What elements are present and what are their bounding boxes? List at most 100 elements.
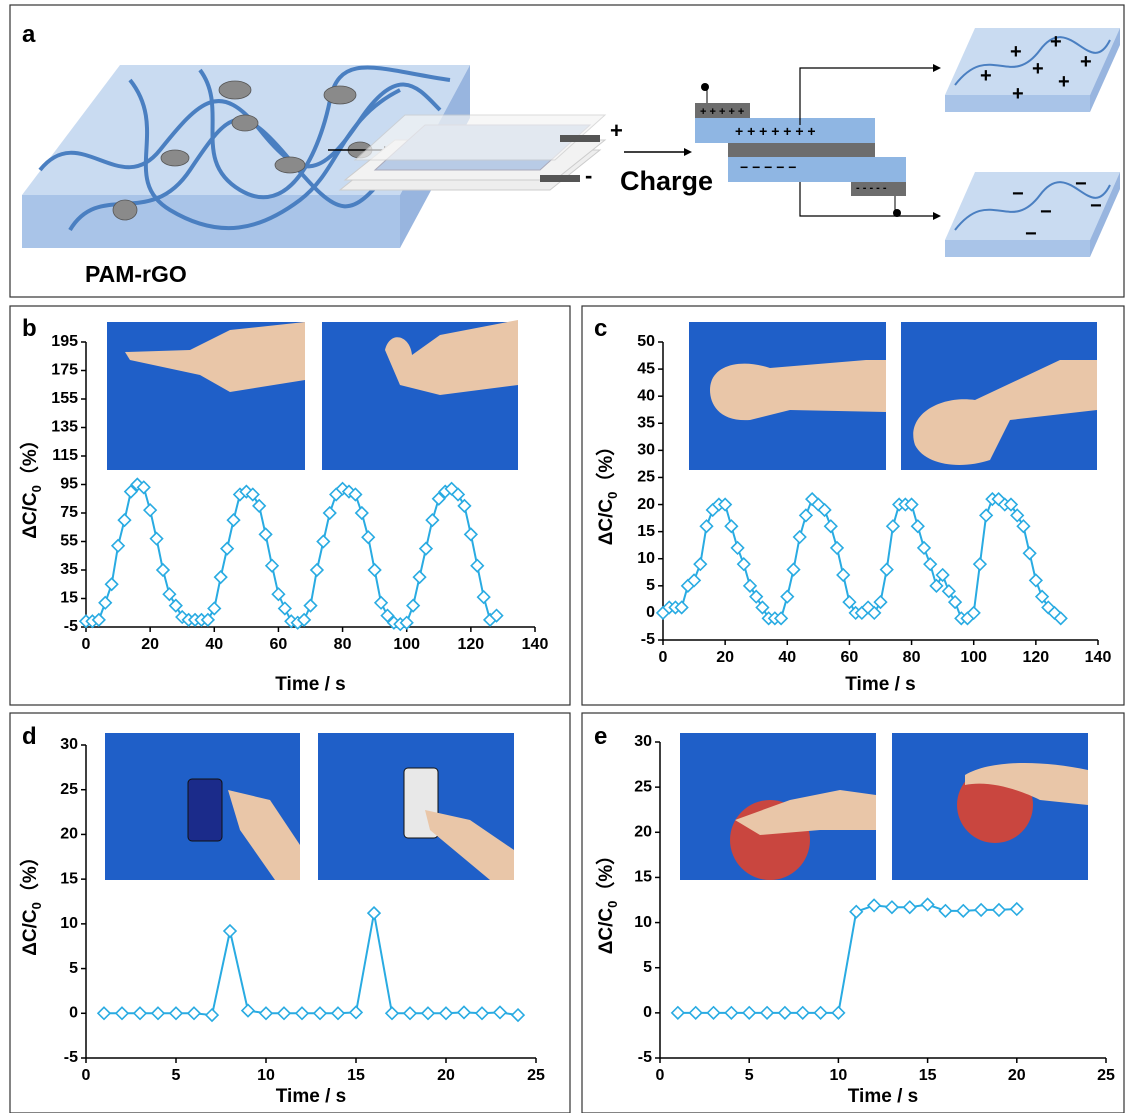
data-point bbox=[708, 1007, 720, 1019]
series-line bbox=[86, 485, 497, 625]
y-tick-label: 20 bbox=[637, 496, 655, 513]
data-point bbox=[368, 907, 380, 919]
x-tick-label: 40 bbox=[205, 636, 223, 653]
charge-sign: + bbox=[1010, 41, 1022, 63]
charge-sign: + bbox=[1050, 31, 1062, 53]
data-point bbox=[296, 1007, 308, 1019]
charge-sign: + bbox=[1058, 71, 1070, 93]
data-point bbox=[478, 591, 490, 603]
y-tick-label: 30 bbox=[634, 733, 652, 750]
data-point bbox=[1030, 574, 1042, 586]
y-axis-label: ΔC/C0（%） bbox=[594, 437, 620, 546]
data-point bbox=[875, 596, 887, 608]
data-point bbox=[279, 602, 291, 614]
y-label-unit: （%） bbox=[18, 847, 41, 902]
data-point bbox=[314, 1007, 326, 1019]
y-tick-label: 175 bbox=[51, 362, 78, 379]
data-point bbox=[843, 596, 855, 608]
data-point bbox=[206, 1009, 218, 1021]
data-point bbox=[112, 540, 124, 552]
x-axis-label: Time / s bbox=[845, 674, 915, 695]
data-point bbox=[1011, 903, 1023, 915]
data-point bbox=[850, 906, 862, 918]
y-tick-label: -5 bbox=[64, 1049, 78, 1066]
data-point bbox=[414, 571, 426, 583]
y-tick-label: 10 bbox=[634, 914, 652, 931]
y-tick-label: 10 bbox=[60, 915, 78, 932]
y-tick-label: 40 bbox=[637, 387, 655, 404]
charge-sign: + bbox=[980, 65, 992, 87]
charge-sign: − bbox=[1075, 173, 1087, 195]
data-point bbox=[157, 564, 169, 576]
figure: a PAM-rGO + - Charge bbox=[0, 0, 1132, 1113]
data-point bbox=[924, 558, 936, 570]
data-point bbox=[1017, 520, 1029, 532]
y-tick-label: -5 bbox=[64, 618, 78, 635]
y-label-sub: 0 bbox=[605, 901, 620, 908]
data-point bbox=[253, 500, 265, 512]
data-point bbox=[800, 509, 812, 521]
y-tick-label: 5 bbox=[69, 960, 78, 977]
data-point bbox=[494, 1006, 506, 1018]
data-point bbox=[1036, 591, 1048, 603]
y-tick-label: 35 bbox=[637, 414, 655, 431]
data-point bbox=[476, 1007, 488, 1019]
data-point bbox=[369, 564, 381, 576]
data-point bbox=[943, 585, 955, 597]
data-point bbox=[116, 1007, 128, 1019]
data-point bbox=[420, 543, 432, 555]
y-tick-label: 55 bbox=[60, 533, 78, 550]
x-tick-label: 100 bbox=[960, 649, 987, 666]
y-tick-label: 195 bbox=[51, 333, 78, 350]
y-tick-label: 95 bbox=[60, 476, 78, 493]
data-point bbox=[144, 504, 156, 516]
process-label: Charge bbox=[620, 166, 713, 196]
x-tick-label: 120 bbox=[458, 636, 485, 653]
data-point bbox=[272, 588, 284, 600]
data-point bbox=[831, 542, 843, 554]
data-point bbox=[725, 520, 737, 532]
y-tick-label: 15 bbox=[60, 590, 78, 607]
charge-sign: − bbox=[1025, 223, 1037, 245]
data-point bbox=[458, 1006, 470, 1018]
data-point bbox=[957, 905, 969, 917]
y-tick-label: 75 bbox=[60, 504, 78, 521]
data-point bbox=[975, 904, 987, 916]
charge-sign: + bbox=[1032, 58, 1044, 80]
y-label-main: ΔC/C bbox=[20, 909, 41, 956]
x-tick-label: 5 bbox=[745, 1067, 754, 1084]
data-point bbox=[837, 569, 849, 581]
y-tick-label: -5 bbox=[641, 631, 655, 648]
data-point bbox=[512, 1009, 524, 1021]
data-point bbox=[744, 580, 756, 592]
data-point bbox=[886, 901, 898, 913]
x-tick-label: 140 bbox=[1085, 649, 1112, 666]
data-point bbox=[794, 531, 806, 543]
electrode-sign: - bbox=[585, 163, 592, 188]
data-point bbox=[781, 591, 793, 603]
y-tick-label: 5 bbox=[646, 577, 655, 594]
y-label-sub: 0 bbox=[605, 492, 620, 499]
y-label-unit: （%） bbox=[594, 846, 617, 901]
data-point bbox=[993, 904, 1005, 916]
data-point bbox=[356, 507, 368, 519]
x-tick-label: 0 bbox=[82, 636, 91, 653]
y-tick-label: 20 bbox=[634, 824, 652, 841]
data-point bbox=[228, 514, 240, 526]
y-tick-label: 15 bbox=[637, 523, 655, 540]
data-point bbox=[98, 1007, 110, 1019]
data-point bbox=[881, 564, 893, 576]
data-point bbox=[904, 901, 916, 913]
x-tick-label: 20 bbox=[1008, 1067, 1026, 1084]
data-point bbox=[922, 899, 934, 911]
data-point bbox=[134, 1007, 146, 1019]
data-point bbox=[404, 1007, 416, 1019]
y-tick-label: 30 bbox=[60, 736, 78, 753]
data-point bbox=[1024, 547, 1036, 559]
y-tick-label: 50 bbox=[637, 333, 655, 350]
x-tick-label: 25 bbox=[1097, 1067, 1115, 1084]
x-axis-label: Time / s bbox=[276, 1086, 346, 1107]
y-tick-label: 20 bbox=[60, 826, 78, 843]
data-point bbox=[118, 514, 130, 526]
y-tick-label: 5 bbox=[643, 959, 652, 976]
